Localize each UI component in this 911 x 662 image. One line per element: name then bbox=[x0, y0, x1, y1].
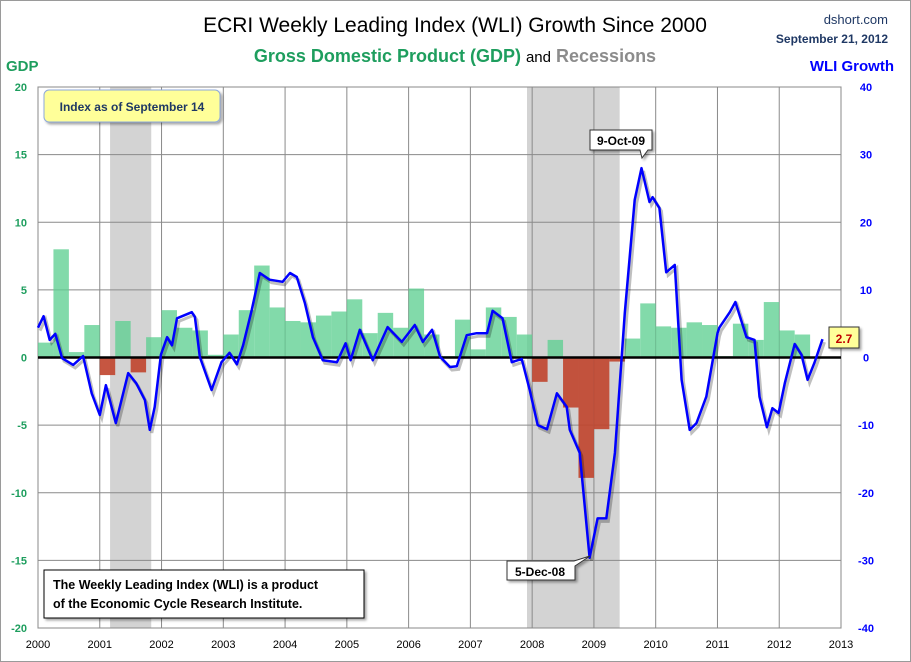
index-note-box: Index as of September 14 bbox=[43, 89, 221, 123]
gdp-bar bbox=[377, 312, 394, 358]
gdp-bar bbox=[99, 357, 116, 376]
gdp-bar bbox=[285, 320, 301, 358]
gdp-bar bbox=[346, 299, 363, 358]
peak-label: 9-Oct-09 bbox=[597, 134, 645, 148]
date-label: September 21, 2012 bbox=[776, 32, 888, 46]
gdp-bar bbox=[53, 249, 69, 358]
right-tick-label: 20 bbox=[860, 217, 872, 229]
gdp-bar bbox=[532, 357, 548, 382]
gdp-bar bbox=[146, 337, 162, 358]
gdp-bar bbox=[408, 288, 425, 358]
x-tick-label: 2007 bbox=[458, 639, 482, 651]
left-tick-label: 20 bbox=[15, 82, 27, 94]
gdp-bar bbox=[640, 303, 656, 358]
right-tick-label: 0 bbox=[863, 353, 869, 365]
x-tick-label: 2013 bbox=[829, 639, 853, 651]
x-tick-label: 2009 bbox=[582, 639, 606, 651]
right-tick-label: -30 bbox=[858, 555, 874, 567]
subtitle-gdp: Gross Domestic Product (GDP) bbox=[254, 46, 521, 66]
footer-line-1: The Weekly Leading Index (WLI) is a prod… bbox=[53, 578, 319, 592]
x-tick-label: 2008 bbox=[520, 639, 544, 651]
gdp-bar bbox=[655, 326, 672, 358]
gdp-bar bbox=[454, 319, 471, 358]
gdp-bar bbox=[470, 349, 486, 358]
gdp-bar bbox=[130, 357, 147, 373]
last-value-label: 2.7 bbox=[836, 332, 853, 346]
gdp-bar bbox=[547, 339, 564, 358]
right-tick-label: 10 bbox=[860, 285, 872, 297]
index-note: Index as of September 14 bbox=[60, 100, 205, 114]
source-label: dshort.com bbox=[824, 12, 888, 27]
gdp-bar bbox=[686, 322, 703, 358]
gdp-bar bbox=[68, 352, 85, 358]
left-axis-label: GDP bbox=[6, 58, 39, 75]
subtitle-and: and bbox=[526, 49, 551, 66]
gdp-bar bbox=[779, 330, 795, 358]
right-tick-label: 40 bbox=[860, 82, 872, 94]
gdp-bar bbox=[269, 307, 286, 358]
gdp-bar bbox=[362, 333, 378, 358]
x-tick-label: 2003 bbox=[211, 639, 235, 651]
left-tick-label: 0 bbox=[21, 353, 27, 365]
gdp-bar bbox=[516, 334, 533, 358]
x-tick-label: 2006 bbox=[396, 639, 420, 651]
chart-title: ECRI Weekly Leading Index (WLI) Growth S… bbox=[203, 14, 707, 37]
gdp-bar bbox=[315, 315, 332, 358]
gdp-bar bbox=[563, 357, 579, 408]
wli-line-shadow bbox=[38, 170, 826, 561]
right-tick-label: 30 bbox=[860, 150, 872, 162]
gdp-bar bbox=[223, 334, 239, 358]
trough-callout: 5-Dec-08 bbox=[506, 555, 591, 581]
x-tick-label: 2000 bbox=[26, 639, 50, 651]
trough-label: 5-Dec-08 bbox=[515, 565, 565, 579]
footer-line-2: of the Economic Cycle Research Institute… bbox=[53, 597, 302, 611]
x-tick-label: 2004 bbox=[273, 639, 297, 651]
gdp-bar bbox=[331, 311, 347, 358]
left-tick-label: 10 bbox=[15, 217, 27, 229]
gdp-bar bbox=[38, 342, 54, 358]
gdp-bar bbox=[84, 325, 100, 358]
left-tick-label: 15 bbox=[15, 150, 27, 162]
footer-note-box: The Weekly Leading Index (WLI) is a prod… bbox=[43, 569, 365, 619]
right-tick-label: -10 bbox=[858, 420, 874, 432]
gdp-bar bbox=[593, 357, 610, 430]
right-axis-label: WLI Growth bbox=[810, 58, 894, 75]
left-tick-label: -10 bbox=[11, 488, 27, 500]
x-tick-label: 2011 bbox=[706, 639, 730, 651]
left-tick-label: -5 bbox=[17, 420, 27, 432]
chart-subtitle: Gross Domestic Product (GDP) and Recessi… bbox=[254, 46, 656, 66]
gdp-bar bbox=[624, 338, 641, 358]
gdp-bar bbox=[176, 327, 193, 358]
subtitle-recessions: Recessions bbox=[556, 46, 656, 66]
gdp-bar bbox=[115, 320, 131, 358]
x-tick-label: 2005 bbox=[335, 639, 359, 651]
gdp-bar bbox=[254, 265, 270, 358]
left-tick-label: 5 bbox=[21, 285, 27, 297]
left-tick-label: -20 bbox=[11, 623, 27, 635]
x-tick-label: 2012 bbox=[767, 639, 791, 651]
wli-line bbox=[36, 166, 824, 559]
peak-callout: 9-Oct-09 bbox=[589, 129, 653, 160]
x-tick-label: 2001 bbox=[88, 639, 112, 651]
gdp-bar bbox=[763, 302, 780, 358]
gdp-bar bbox=[609, 357, 625, 362]
right-tick-label: -40 bbox=[858, 623, 874, 635]
right-tick-label: -20 bbox=[858, 488, 874, 500]
x-tick-label: 2002 bbox=[149, 639, 173, 651]
gdp-bar bbox=[578, 357, 594, 478]
gdp-bar bbox=[207, 354, 224, 358]
x-tick-label: 2010 bbox=[643, 639, 667, 651]
left-tick-label: -15 bbox=[11, 555, 27, 567]
last-value-box: 2.7 bbox=[828, 326, 860, 349]
